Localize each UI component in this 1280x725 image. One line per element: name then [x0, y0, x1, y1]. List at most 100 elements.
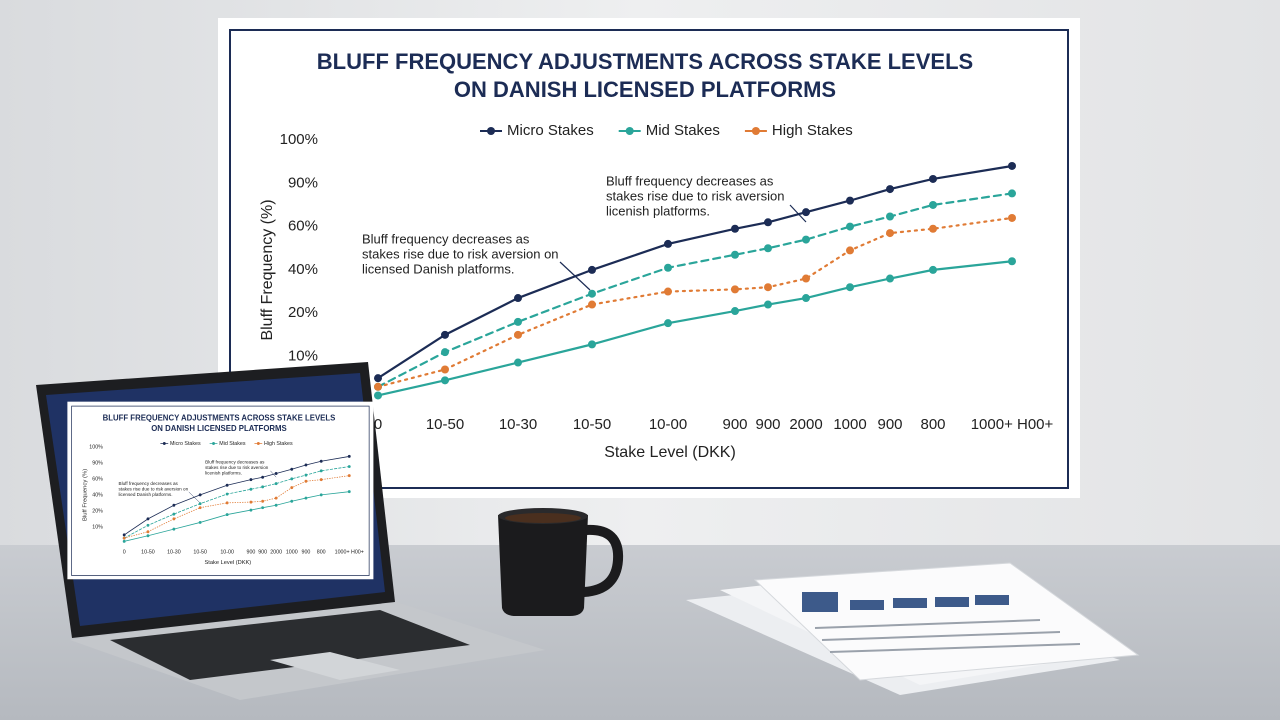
annotation: stakes rise due to risk aversion [606, 188, 784, 203]
data-point [886, 229, 894, 238]
annotation: stakes rise due to risk aversion on [362, 246, 559, 261]
data-point [374, 391, 382, 400]
laptop-trackpad [270, 652, 400, 680]
legend-label: High Stakes [772, 122, 853, 139]
data-point [374, 382, 382, 391]
paper-bar [975, 595, 1009, 605]
data-point [929, 224, 937, 233]
y-tick-label: 40% [288, 261, 318, 278]
data-point [929, 265, 937, 274]
data-point [802, 274, 810, 283]
x-tick-label: 2000 [789, 416, 822, 433]
x-tick-label: 800 [920, 416, 945, 433]
x-tick-label: 1000 [833, 416, 866, 433]
annotation: licenish platforms. [606, 203, 710, 218]
poster: BLUFF FREQUENCY ADJUSTMENTS ACROSS STAKE… [218, 18, 1080, 498]
legend-label: Mid Stakes [646, 122, 720, 139]
x-tick-label: 900 [722, 416, 747, 433]
x-axis-label: Stake Level (DKK) [604, 444, 736, 461]
mug [498, 515, 588, 616]
data-point [846, 222, 854, 231]
data-point [1008, 213, 1016, 222]
y-axis-label: Bluff Frequency (%) [259, 199, 276, 340]
data-point [886, 274, 894, 283]
legend-marker [751, 127, 760, 135]
data-point [514, 358, 522, 367]
data-point [514, 317, 522, 326]
data-point [886, 185, 894, 194]
paper-lines [814, 619, 1081, 653]
series-line [376, 260, 1014, 397]
x-tick-label: 0 [374, 416, 382, 433]
data-point [731, 307, 739, 316]
data-point [514, 294, 522, 303]
paper-bar [802, 592, 838, 612]
data-point [664, 239, 672, 248]
data-point [929, 174, 937, 183]
data-point [514, 330, 522, 339]
x-tick-label: 900 [755, 416, 780, 433]
data-point [886, 212, 894, 221]
x-tick-label: 10-30 [499, 416, 537, 433]
paper-bar [935, 597, 969, 607]
data-point [846, 246, 854, 255]
coffee [505, 513, 581, 523]
data-point [1008, 161, 1016, 170]
data-point [441, 365, 449, 374]
paper-bars [802, 592, 1009, 612]
chart-title: BLUFF FREQUENCY ADJUSTMENTS ACROSS STAKE… [317, 49, 973, 74]
y-tick-label: 10% [288, 347, 318, 364]
data-point [764, 244, 772, 253]
data-point [588, 265, 596, 274]
data-point [764, 300, 772, 309]
legend-label: Micro Stakes [507, 122, 594, 139]
annotation: Bluff frequency decreases as [362, 231, 530, 246]
data-point [664, 287, 672, 296]
y-tick-label: 90% [288, 174, 318, 191]
x-tick-label: 10-00 [649, 416, 687, 433]
data-point [846, 196, 854, 205]
x-tick-label: 10-50 [426, 416, 464, 433]
data-point [846, 283, 854, 292]
data-point [764, 283, 772, 292]
annotation: Bluff frequency decreases as [606, 173, 774, 188]
data-point [441, 376, 449, 385]
data-point [1008, 257, 1016, 266]
data-point [731, 224, 739, 233]
chart-title: ON DANISH LICENSED PLATFORMS [454, 77, 836, 102]
paper-line [829, 643, 1081, 653]
x-tick-label: 1000+ H00+ [971, 416, 1054, 433]
annotation: licensed Danish platforms. [362, 261, 514, 276]
x-tick-label: 10-50 [573, 416, 611, 433]
y-tick-label: 60% [288, 218, 318, 235]
data-point [731, 285, 739, 294]
y-tick-label: 20% [288, 304, 318, 321]
data-point [664, 263, 672, 272]
data-point [1008, 189, 1016, 198]
series-line [376, 164, 1014, 380]
data-point [802, 235, 810, 244]
x-tick-label: 900 [877, 416, 902, 433]
paper-bar [893, 598, 927, 608]
y-tick-label: 100% [280, 131, 318, 148]
laptop-keyboard [110, 610, 470, 680]
data-point [731, 250, 739, 259]
data-point [929, 200, 937, 209]
data-point [764, 218, 772, 227]
legend-marker [487, 127, 495, 135]
paper-line [814, 619, 1041, 629]
data-point [441, 348, 449, 357]
mug-handle [583, 524, 624, 597]
poster-border [229, 29, 1069, 489]
mini-chart [66, 401, 374, 580]
data-point [588, 289, 596, 298]
data-point [374, 374, 382, 383]
data-point [588, 300, 596, 309]
data-point [664, 319, 672, 328]
legend-marker [625, 127, 634, 135]
paper-line [821, 631, 1061, 641]
data-point [588, 340, 596, 349]
paper-bar [850, 600, 884, 610]
data-point [441, 330, 449, 339]
